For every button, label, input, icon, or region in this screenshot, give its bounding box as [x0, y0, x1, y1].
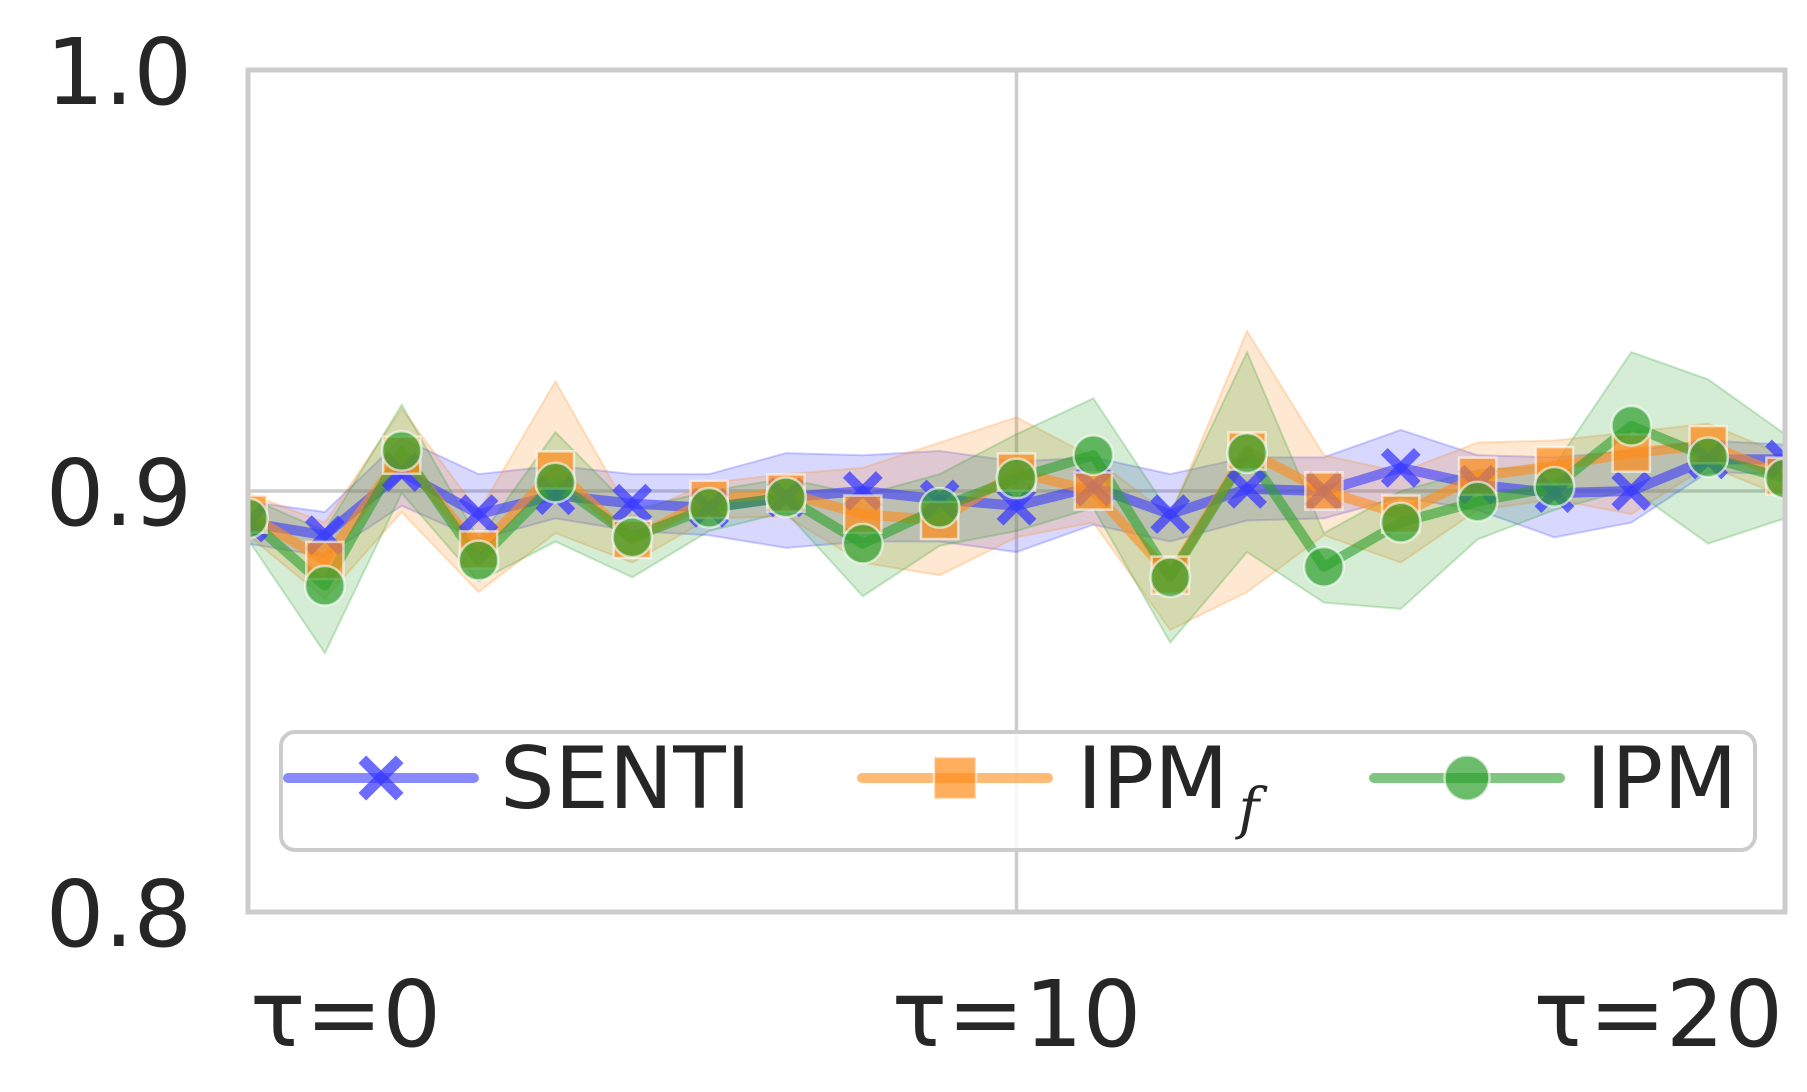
series-point-x: [458, 494, 499, 535]
series-point-x: [1380, 447, 1421, 488]
series-point-circle: [1072, 434, 1115, 477]
series-point-square: [932, 755, 978, 801]
x-tick-label: τ=10: [892, 961, 1142, 1068]
series-point-circle: [688, 486, 731, 529]
x-tick-label: τ=0: [250, 961, 441, 1068]
series-point-circle: [611, 516, 654, 559]
plot-frame: [245, 67, 1788, 915]
legend: SENTI IPM f IPM: [279, 729, 1757, 852]
series-point-x: [1611, 471, 1652, 511]
series-point-circle: [841, 522, 884, 565]
series-point-circle: [457, 539, 500, 582]
series-point-circle: [764, 476, 808, 519]
series-point-x: [358, 755, 404, 801]
series-point-circle: [1456, 480, 1499, 523]
x-tick-label: τ=20: [1533, 961, 1783, 1068]
series-point-circle: [1687, 436, 1730, 479]
legend-entry: SENTI: [283, 729, 751, 829]
series-point-circle: [918, 486, 961, 529]
series-point-circle: [303, 564, 346, 607]
legend-label: IPM: [1586, 729, 1737, 829]
legend-label: SENTI: [500, 729, 751, 829]
series-point-circle: [1149, 556, 1192, 599]
series-point-x: [1227, 469, 1267, 509]
series-point-circle: [534, 461, 577, 504]
series-point-circle: [1533, 465, 1576, 508]
y-tick-label: 0.9: [46, 440, 192, 547]
series-point-circle: [248, 497, 270, 540]
series-point-circle: [1379, 501, 1422, 544]
series-point-circle: [1302, 545, 1345, 588]
series-point-square: [1304, 471, 1344, 511]
tick-labels: 0.8 0.9 1.0 τ=0 τ=10 τ=20: [46, 19, 1783, 1068]
series-point-x: [612, 483, 653, 524]
series-point-circle: [1610, 404, 1653, 447]
series-point-x: [1150, 494, 1191, 535]
series-point-circle: [1226, 432, 1269, 475]
series-markers: [248, 404, 1785, 607]
y-tick-label: 1.0: [46, 19, 192, 126]
legend-box: [279, 730, 1757, 852]
series-point-circle: [1443, 754, 1491, 802]
series-point-circle: [995, 457, 1038, 500]
legend-entry: IPM: [1369, 729, 1737, 829]
series-point-circle: [380, 429, 423, 473]
y-tick-label: 0.8: [46, 861, 192, 968]
series-point-square: [1073, 471, 1114, 511]
